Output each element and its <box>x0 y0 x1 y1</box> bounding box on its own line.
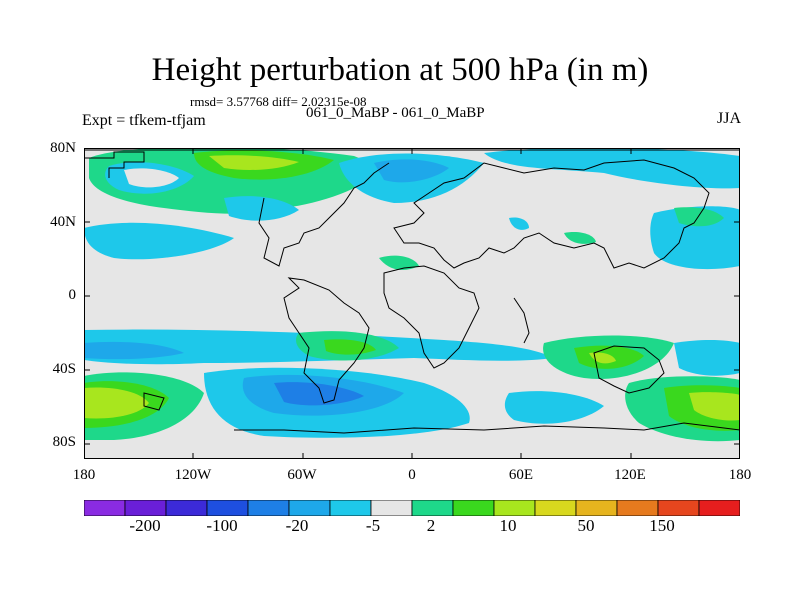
contour-negative-npac-west <box>84 222 234 260</box>
contour-positive-asia <box>674 207 724 227</box>
map-ticks <box>84 148 740 459</box>
colorbar-label: 2 <box>426 516 436 535</box>
colorbar-swatch <box>534 500 577 516</box>
colorbar-swatch <box>288 500 331 516</box>
contour-positive-sw-pacific-core <box>84 387 149 419</box>
colorbar-swatch <box>84 500 126 516</box>
contour-negative-south-pac-east <box>674 339 740 376</box>
x-tick-label: 120E <box>614 467 646 483</box>
x-tick-label: 120W <box>174 467 212 483</box>
contour-negative-natl-core <box>374 159 449 183</box>
y-tick-label: 80N <box>50 140 76 156</box>
contour-positive-asia-small <box>564 232 596 244</box>
contour-positive-europe <box>379 255 419 270</box>
y-tick-label: 0 <box>68 287 77 303</box>
colorbar-label: -100 <box>206 516 238 535</box>
colorbar-swatch <box>247 500 290 516</box>
contour-negative-npacific-light <box>124 168 179 188</box>
contour-negative-arctic <box>484 148 740 189</box>
y-tick-label: 40N <box>50 214 76 230</box>
subtitle: 061_0_MaBP - 061_0_MaBP <box>306 105 485 121</box>
x-tick-label: 60E <box>508 467 534 483</box>
colorbar-swatch <box>616 500 659 516</box>
contour-negative-s-pacific-inner <box>274 382 364 406</box>
colorbar-label: -200 <box>129 516 161 535</box>
contour-positive-se-pacific-core <box>689 392 740 421</box>
colorbar-swatch <box>329 500 372 516</box>
experiment-label: Expt = tfkem-tfjam <box>82 112 206 129</box>
colorbar-swatch <box>206 500 249 516</box>
contour-positive-south-atl-core <box>324 339 376 355</box>
contour-negative-asia-small <box>509 217 529 230</box>
colorbar-label: -5 <box>365 516 381 535</box>
colorbar-label: 150 <box>649 516 675 535</box>
y-tick-label: 40S <box>52 361 76 377</box>
colorbar-swatch <box>165 500 208 516</box>
x-tick-label: 60W <box>287 467 317 483</box>
stats-line: rmsd= 3.57768 diff= 2.02315e-08 <box>190 94 367 109</box>
season-label: JJA <box>716 110 741 127</box>
colorbar-swatch <box>575 500 618 516</box>
colorbar-swatch <box>370 500 413 516</box>
colorbar-swatch <box>452 500 495 516</box>
contour-negative-s-indian <box>504 391 604 424</box>
colorbar-swatch <box>493 500 536 516</box>
contour-negative-south-core <box>84 341 184 360</box>
plot-title: Height perturbation at 500 hPa (in m) <box>151 52 649 88</box>
colorbar-swatch <box>698 500 740 516</box>
colorbar <box>84 500 740 516</box>
contour-map <box>84 148 740 459</box>
colorbar-swatch <box>657 500 700 516</box>
contour-positive-npacific-core <box>209 155 299 170</box>
colorbar-label: 50 <box>577 516 595 535</box>
colorbar-label: 10 <box>499 516 517 535</box>
x-tick-label: 0 <box>408 467 416 483</box>
colorbar-label: -20 <box>285 516 309 535</box>
colorbar-swatch <box>124 500 167 516</box>
x-tick-label: 180 <box>728 467 752 483</box>
y-tick-label: 80S <box>52 434 76 450</box>
colorbar-swatch <box>411 500 454 516</box>
x-tick-label: 180 <box>72 467 96 483</box>
